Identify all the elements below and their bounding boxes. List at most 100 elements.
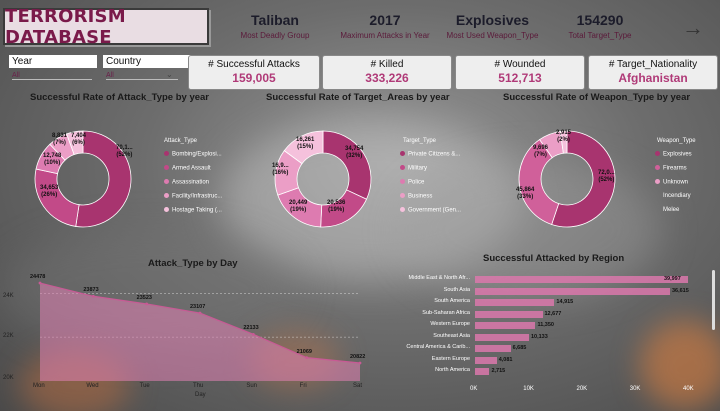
donut-slice[interactable] <box>66 130 84 156</box>
region-bar[interactable] <box>475 287 670 295</box>
year-slicer-label: Year <box>9 55 97 68</box>
y-tick-label: 22K <box>3 333 14 339</box>
kpi-value: 154290 <box>576 12 624 28</box>
data-point[interactable] <box>198 311 202 315</box>
data-label: 23523 <box>136 294 152 301</box>
card-successful-attacks: # Successful Attacks 159,005 <box>188 55 320 90</box>
x-tick-label: Tue <box>139 383 150 389</box>
country-slicer[interactable]: All <box>106 72 178 80</box>
legend-item[interactable]: Explosives <box>655 151 692 158</box>
region-bar[interactable] <box>475 333 529 341</box>
region-bar[interactable] <box>475 356 497 364</box>
donut-slice[interactable] <box>559 130 568 154</box>
slice-label: 2,915 (2%) <box>556 130 572 143</box>
card-value: 333,226 <box>365 71 409 85</box>
legend-item[interactable]: Facility/Infrastruc... <box>164 193 222 200</box>
slice-label: 16,261 (15%) <box>296 137 315 150</box>
year-slicer[interactable]: All <box>12 72 92 80</box>
region-label: Western Europe <box>430 321 470 327</box>
donut-slice[interactable] <box>518 139 560 225</box>
x-tick-label: 0K <box>470 386 478 392</box>
region-bar[interactable] <box>475 310 543 318</box>
region-bar[interactable] <box>475 345 511 352</box>
kpi-total-target: 154290 Total Target_Type <box>560 12 640 40</box>
donut-slice[interactable] <box>551 130 616 228</box>
donut-slice[interactable] <box>75 130 132 228</box>
weapon-type-donut[interactable] <box>517 129 617 229</box>
scrollbar[interactable] <box>712 270 715 330</box>
kpi-max-year: 2017 Maximum Attacks in Year <box>330 12 440 40</box>
data-label: 24478 <box>30 274 46 281</box>
attack-type-donut[interactable] <box>33 129 133 229</box>
slice-label: 16,9... (16%) <box>272 163 289 176</box>
data-point[interactable] <box>38 281 42 285</box>
region-bar[interactable] <box>475 276 688 283</box>
legend-item[interactable]: Government (Gen... <box>400 207 461 214</box>
data-label: 23107 <box>190 304 206 311</box>
target-areas-donut[interactable] <box>273 129 373 229</box>
attack-by-day-title: Attack_Type by Day <box>148 258 238 269</box>
legend-item[interactable]: Private Citizens &... <box>400 151 460 158</box>
data-point[interactable] <box>145 302 149 306</box>
legend-item[interactable]: Business <box>400 193 432 200</box>
data-point[interactable] <box>358 361 362 365</box>
x-tick-label: Mon <box>33 383 45 389</box>
donut-slice[interactable] <box>283 130 324 165</box>
target-areas-chart-title: Successful Rate of Target_Areas by year <box>266 92 450 103</box>
x-tick-label: Sun <box>246 383 258 389</box>
region-value: 14,915 <box>556 299 574 305</box>
x-tick-label: Thu <box>193 383 204 389</box>
card-label: # Target_Nationality <box>608 59 698 70</box>
arrow-right-icon[interactable]: → <box>682 15 704 40</box>
country-slicer-label: Country <box>103 55 191 68</box>
kpi-value: 2017 <box>369 12 401 28</box>
legend-item[interactable]: Unknown <box>655 179 688 186</box>
slice-label: 34,653 (26%) <box>40 185 59 198</box>
card-label: # Successful Attacks <box>208 59 300 70</box>
legend-title: Target_Type <box>403 138 437 144</box>
x-tick-label: 30K <box>629 386 641 392</box>
legend-item[interactable]: Melee <box>663 207 680 213</box>
region-value: 2,715 <box>491 368 506 374</box>
legend-item[interactable]: Firearms <box>655 165 687 172</box>
legend-item[interactable]: Armed Assault <box>164 165 211 172</box>
region-label: South Asia <box>443 286 470 293</box>
region-value: 10,133 <box>530 333 548 340</box>
region-label: Central America & Carib... <box>406 344 470 350</box>
legend-item[interactable]: Assassination <box>164 179 209 186</box>
legend-item[interactable]: Hostage Taking (... <box>164 207 222 214</box>
data-label: 20822 <box>350 354 366 361</box>
region-bar[interactable] <box>475 322 536 329</box>
x-axis-title: Day <box>195 392 206 398</box>
card-value: 512,713 <box>498 71 542 85</box>
region-label: Sub-Saharan Africa <box>422 309 470 316</box>
card-label: # Killed <box>370 59 404 70</box>
legend-item[interactable]: Military <box>400 165 427 172</box>
kpi-label: Maximum Attacks in Year <box>340 31 430 40</box>
data-label: 23873 <box>83 287 99 294</box>
region-bar[interactable] <box>475 368 490 375</box>
y-tick-label: 24K <box>3 293 14 299</box>
x-tick-label: 10K <box>523 386 534 392</box>
slice-label: 20,449 (19%) <box>289 200 308 213</box>
region-value: 11,350 <box>537 322 554 328</box>
region-label: Eastern Europe <box>431 355 470 362</box>
slice-label: 72,0... (52%) <box>598 170 615 183</box>
legend-item[interactable]: Incendiary <box>663 193 691 199</box>
data-point[interactable] <box>251 332 255 336</box>
kpi-value: Explosives <box>455 12 530 28</box>
legend-item[interactable]: Police <box>400 179 424 186</box>
kpi-weapon: Explosives Most Used Weapon_Type <box>440 12 545 40</box>
region-bar[interactable] <box>475 299 555 306</box>
background-fire <box>640 320 720 410</box>
region-value: 39,997 <box>663 276 681 282</box>
kpi-label: Most Deadly Group <box>240 31 310 40</box>
data-point[interactable] <box>91 294 95 298</box>
weapon-type-chart-title: Successful Rate of Weapon_Type by year <box>503 92 691 103</box>
data-point[interactable] <box>305 356 309 360</box>
legend-item[interactable]: Bombing/Explosi... <box>164 151 222 158</box>
slice-label: 20,536 (19%) <box>327 200 346 213</box>
chevron-down-icon[interactable]: ⌄ <box>166 70 173 79</box>
x-tick-label: Fri <box>299 383 307 389</box>
